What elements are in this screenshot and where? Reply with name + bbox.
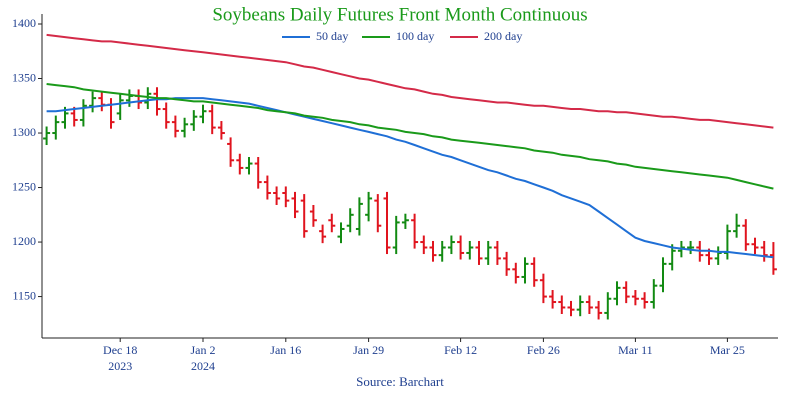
x-tick-label: Jan 16 (270, 343, 301, 357)
y-tick-label: 1350 (12, 70, 36, 84)
x-tick-label: Mar 25 (710, 343, 745, 357)
x-tick-label: Mar 11 (618, 343, 653, 357)
legend-label: 200 day (484, 29, 522, 43)
x-tick-label: Dec 18 (103, 343, 137, 357)
source-note: Source: Barchart (356, 374, 444, 389)
moving-average-line (46, 97, 774, 259)
y-tick-label: 1300 (12, 125, 36, 139)
y-tick-label: 1250 (12, 179, 36, 193)
moving-average-line (46, 33, 774, 129)
x-tick-label: Feb 26 (527, 343, 560, 357)
moving-average-line (46, 83, 774, 190)
x-tick-label: Feb 12 (444, 343, 477, 357)
chart-title: Soybeans Daily Futures Front Month Conti… (212, 4, 587, 25)
y-tick-label: 1400 (12, 16, 36, 30)
x-tick-year: 2024 (191, 359, 215, 373)
y-tick-label: 1150 (12, 288, 36, 302)
x-tick-label: Jan 2 (191, 343, 216, 357)
x-tick-label: Jan 29 (353, 343, 384, 357)
legend-label: 50 day (316, 29, 348, 43)
y-tick-label: 1200 (12, 234, 36, 248)
x-tick-year: 2023 (108, 359, 132, 373)
legend-label: 100 day (396, 29, 434, 43)
